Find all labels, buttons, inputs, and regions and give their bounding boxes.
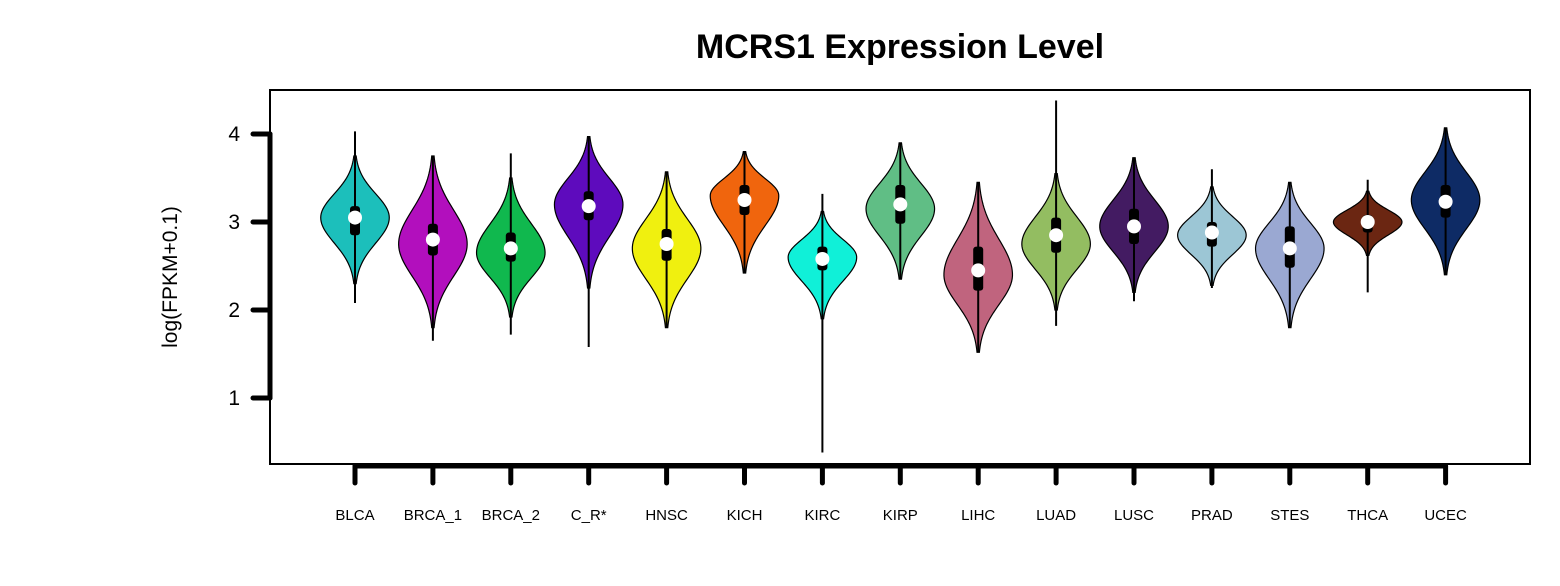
violin-median-dot: [503, 241, 518, 256]
violin-median-dot: [893, 197, 908, 212]
x-tick-label: STES: [1270, 507, 1309, 524]
x-tick-label: KICH: [727, 507, 763, 524]
x-tick-label: HNSC: [645, 507, 688, 524]
x-tick-label: UCEC: [1424, 507, 1467, 524]
violin-median-dot: [1204, 225, 1219, 240]
x-tick-label: C_R*: [571, 507, 607, 524]
violin-median-dot: [1360, 215, 1375, 229]
x-tick-label: THCA: [1347, 507, 1388, 524]
y-tick-label: 2: [228, 299, 240, 322]
x-tick-label: LUAD: [1036, 507, 1076, 524]
violin-median-dot: [815, 251, 830, 266]
y-tick-label: 1: [228, 387, 240, 410]
x-tick-label: KIRC: [804, 507, 840, 524]
y-tick-label: 3: [228, 211, 240, 234]
violin-median-dot: [1282, 241, 1297, 256]
violins: [320, 100, 1481, 453]
violin-median-dot: [425, 232, 440, 247]
chart-title: MCRS1 Expression Level: [696, 28, 1104, 66]
violin-median-dot: [1127, 219, 1141, 234]
violin-median-dot: [348, 210, 362, 225]
violin-median-dot: [971, 263, 986, 278]
x-tick-label: BRCA_1: [404, 507, 462, 524]
x-tick-label: BLCA: [335, 507, 374, 524]
y-tick-label: 4: [228, 123, 240, 146]
x-tick-label: PRAD: [1191, 507, 1233, 524]
violin-median-dot: [1438, 194, 1453, 209]
x-tick-label: LIHC: [961, 507, 995, 524]
x-tick-label: KIRP: [883, 507, 918, 524]
violin-median-dot: [659, 237, 674, 251]
y-axis-label: log(FPKM+0.1): [159, 206, 182, 348]
x-tick-label: LUSC: [1114, 507, 1154, 524]
violin-median-dot: [737, 193, 752, 207]
axes: 1 2 3 4 BLCA BRCA_1 BRCA_2 C_R* HNSC KICH KIRC KIRP…: [228, 123, 1467, 524]
x-tick-label: BRCA_2: [482, 507, 540, 524]
violin-median-dot: [581, 199, 596, 214]
violin-median-dot: [1049, 228, 1064, 243]
